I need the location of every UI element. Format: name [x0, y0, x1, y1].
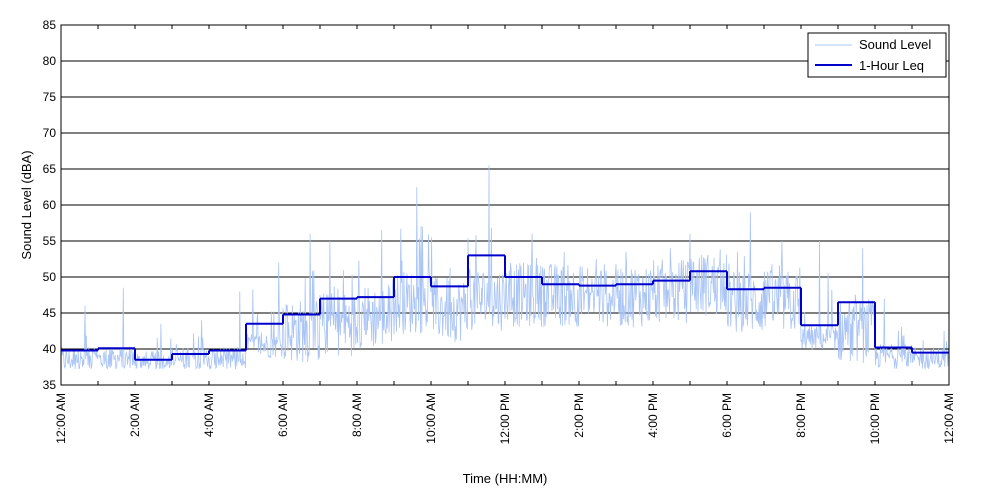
x-tick-label: 8:00 PM: [794, 393, 808, 438]
x-tick-label: 8:00 AM: [350, 393, 364, 437]
y-tick-label: 70: [43, 126, 57, 140]
y-tick-label: 35: [43, 378, 57, 392]
legend-label-leq: 1-Hour Leq: [859, 58, 924, 73]
y-tick-label: 60: [43, 198, 57, 212]
x-tick-label: 4:00 AM: [202, 393, 216, 437]
leq-series: [61, 254, 949, 361]
y-tick-label: 65: [43, 162, 57, 176]
x-tick-label: 12:00 AM: [54, 393, 68, 444]
x-tick-label: 12:00 AM: [942, 393, 956, 444]
y-tick-label: 85: [43, 18, 57, 32]
x-tick-label: 2:00 AM: [128, 393, 142, 437]
x-tick-label: 6:00 PM: [720, 393, 734, 438]
x-tick-label: 10:00 AM: [424, 393, 438, 444]
y-tick-label: 55: [43, 234, 57, 248]
x-tick-label: 2:00 PM: [572, 393, 586, 438]
x-axis-label: Time (HH:MM): [463, 471, 548, 486]
legend-label-sound-level: Sound Level: [859, 37, 931, 52]
y-axis-ticks: 35 40 45 50 55 60 65 70 75 80 85: [43, 18, 949, 392]
x-tick-label: 10:00 PM: [868, 393, 882, 444]
y-tick-label: 40: [43, 342, 57, 356]
y-axis-label: Sound Level (dBA): [19, 150, 34, 259]
x-axis-ticks: 12:00 AM 2:00 AM 4:00 AM 6:00 AM 8:00 AM 10:0…: [54, 25, 956, 444]
y-tick-label: 50: [43, 270, 57, 284]
x-tick-label: 6:00 AM: [276, 393, 290, 437]
x-tick-label: 12:00 PM: [498, 393, 512, 444]
y-tick-label: 45: [43, 306, 57, 320]
y-tick-label: 75: [43, 90, 57, 104]
y-tick-label: 80: [43, 54, 57, 68]
x-tick-label: 4:00 PM: [646, 393, 660, 438]
legend-box: [807, 32, 947, 78]
legend: Sound Level 1-Hour Leq: [807, 32, 947, 78]
